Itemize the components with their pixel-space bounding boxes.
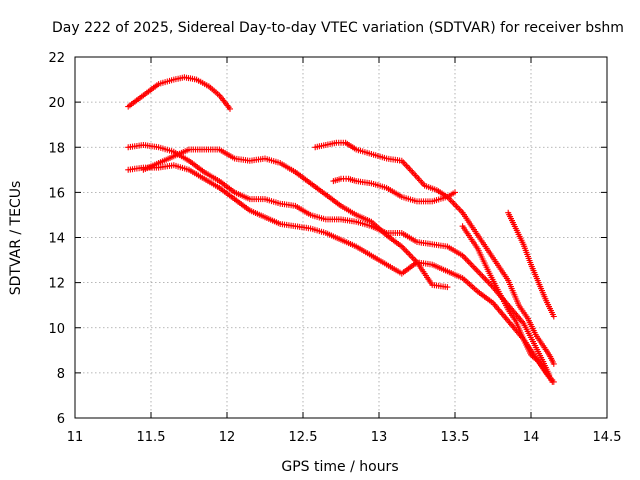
data-point <box>452 189 458 196</box>
x-tick-label: 11.5 <box>137 430 166 445</box>
series-arc-a <box>125 74 233 112</box>
x-tick-label: 14.5 <box>593 430 622 445</box>
x-tick-label: 12 <box>219 430 236 445</box>
axis-ticks <box>74 56 608 419</box>
data-point <box>444 284 451 291</box>
y-tick-label: 22 <box>48 51 65 66</box>
x-tick-label: 12.5 <box>289 430 318 445</box>
chart-title: Day 222 of 2025, Sidereal Day-to-day VTE… <box>52 20 624 36</box>
y-tick-label: 12 <box>48 277 65 292</box>
data-point <box>550 378 557 385</box>
y-tick-label: 16 <box>48 186 65 201</box>
y-tick-label: 8 <box>57 367 65 382</box>
y-tick-label: 6 <box>57 412 65 427</box>
series-arc-c <box>125 162 556 385</box>
x-tick-label: 14 <box>523 430 540 445</box>
x-axis-title: GPS time / hours <box>281 459 398 475</box>
x-tick-label: 13.5 <box>441 430 470 445</box>
y-tick-labels: 6 8 10 12 14 16 18 20 22 <box>48 51 65 427</box>
y-tick-label: 20 <box>48 96 65 111</box>
data-series <box>125 74 557 385</box>
y-tick-label: 14 <box>48 232 65 247</box>
data-point <box>227 105 233 112</box>
data-point <box>550 360 557 367</box>
y-axis-title: SDTVAR / TECUs <box>8 181 24 296</box>
x-tick-label: 11 <box>67 430 84 445</box>
data-point <box>550 313 557 320</box>
series-arc-e <box>312 139 557 367</box>
y-tick-label: 10 <box>48 322 65 337</box>
grid-lines <box>75 57 607 418</box>
series-arc-d <box>140 146 451 291</box>
series-arc-f <box>330 175 458 205</box>
series-arc-g <box>505 209 557 320</box>
series-arc-h <box>459 223 557 385</box>
x-tick-labels: 11 11.5 12 12.5 13 13.5 14 14.5 <box>67 430 622 445</box>
y-tick-label: 18 <box>48 141 65 156</box>
x-tick-label: 13 <box>371 430 388 445</box>
